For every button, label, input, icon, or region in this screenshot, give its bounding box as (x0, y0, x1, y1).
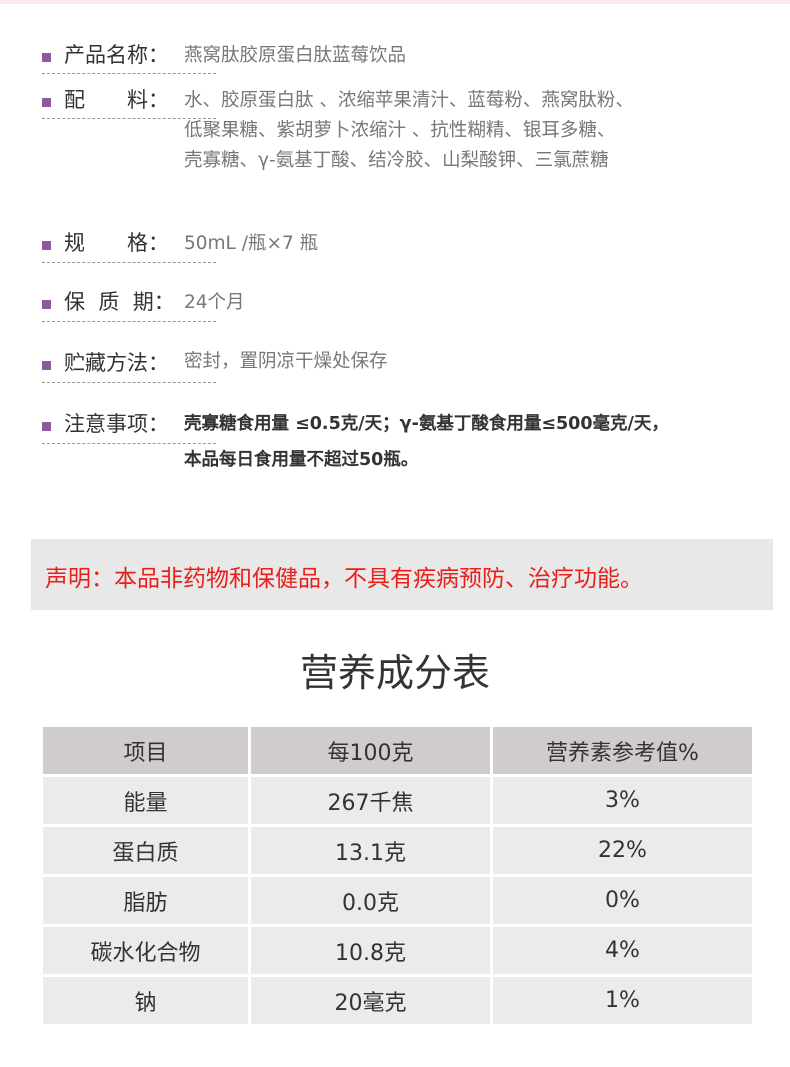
bullet-square-icon (42, 300, 51, 309)
nutrition-title: 营养成分表 (299, 651, 490, 695)
top-decor-bar (0, 0, 790, 4)
info-label: 配 料： (64, 88, 169, 112)
table-row: 脂肪 0.0克 0% (43, 877, 752, 924)
info-value: 壳寡糖、γ-氨基丁酸、结冷胶、山梨酸钾、三氯蔗糖 (184, 150, 609, 171)
nutrition-table: 项目 每100克 营养素参考值% 能量 267千焦 3% 蛋白质 13.1克 2… (40, 724, 755, 1027)
info-value: 本品每日食用量不超过50瓶。 (184, 450, 419, 470)
disclaimer-box: 声明：本品非药物和保健品，不具有疾病预防、治疗功能。 (31, 539, 773, 610)
table-cell: 13.1克 (251, 827, 490, 874)
info-value: 壳寡糖食用量 ≤0.5克/天；γ-氨基丁酸食用量≤500毫克/天， (184, 414, 669, 434)
info-value: 24个月 (184, 292, 245, 313)
info-label: 注意事项： (64, 412, 169, 436)
dashed-divider (42, 118, 216, 119)
table-row: 碳水化合物 10.8克 4% (43, 927, 752, 974)
table-header-row: 项目 每100克 营养素参考值% (43, 727, 752, 774)
dashed-divider (42, 382, 216, 383)
info-label: 产品名称： (64, 43, 169, 67)
table-cell: 4% (493, 927, 752, 974)
table-cell: 10.8克 (251, 927, 490, 974)
header-cell: 营养素参考值% (493, 727, 752, 774)
dashed-divider (42, 262, 216, 263)
bullet-square-icon (42, 361, 51, 370)
info-label: 保 质 期： (64, 290, 175, 314)
info-value: 50mL /瓶×7 瓶 (184, 233, 319, 254)
info-label: 规 格： (64, 231, 169, 255)
table-row: 蛋白质 13.1克 22% (43, 827, 752, 874)
dashed-divider (42, 443, 216, 444)
info-value: 燕窝肽胶原蛋白肽蓝莓饮品 (184, 45, 407, 66)
table-row: 钠 20毫克 1% (43, 977, 752, 1024)
table-cell: 267千焦 (251, 777, 490, 824)
header-cell: 每100克 (251, 727, 490, 774)
table-cell: 0.0克 (251, 877, 490, 924)
info-value: 水、胶原蛋白肽 、浓缩苹果清汁、蓝莓粉、燕窝肽粉、 (184, 90, 634, 111)
table-cell: 20毫克 (251, 977, 490, 1024)
table-cell: 3% (493, 777, 752, 824)
table-cell: 脂肪 (43, 877, 248, 924)
info-value: 低聚果糖、紫胡萝卜浓缩汁 、抗性糊精、银耳多糖、 (184, 120, 616, 141)
info-label: 贮藏方法： (64, 351, 169, 375)
table-row: 能量 267千焦 3% (43, 777, 752, 824)
table-cell: 钠 (43, 977, 248, 1024)
bullet-square-icon (42, 53, 51, 62)
bullet-square-icon (42, 98, 51, 107)
dashed-divider (42, 321, 216, 322)
table-cell: 0% (493, 877, 752, 924)
disclaimer-text: 声明：本品非药物和保健品，不具有疾病预防、治疗功能。 (45, 566, 643, 592)
table-cell: 22% (493, 827, 752, 874)
bullet-square-icon (42, 422, 51, 431)
table-cell: 1% (493, 977, 752, 1024)
header-cell: 项目 (43, 727, 248, 774)
dashed-divider (42, 73, 216, 74)
bullet-square-icon (42, 241, 51, 250)
table-cell: 能量 (43, 777, 248, 824)
table-cell: 蛋白质 (43, 827, 248, 874)
table-cell: 碳水化合物 (43, 927, 248, 974)
info-value: 密封，置阴凉干燥处保存 (184, 351, 388, 372)
